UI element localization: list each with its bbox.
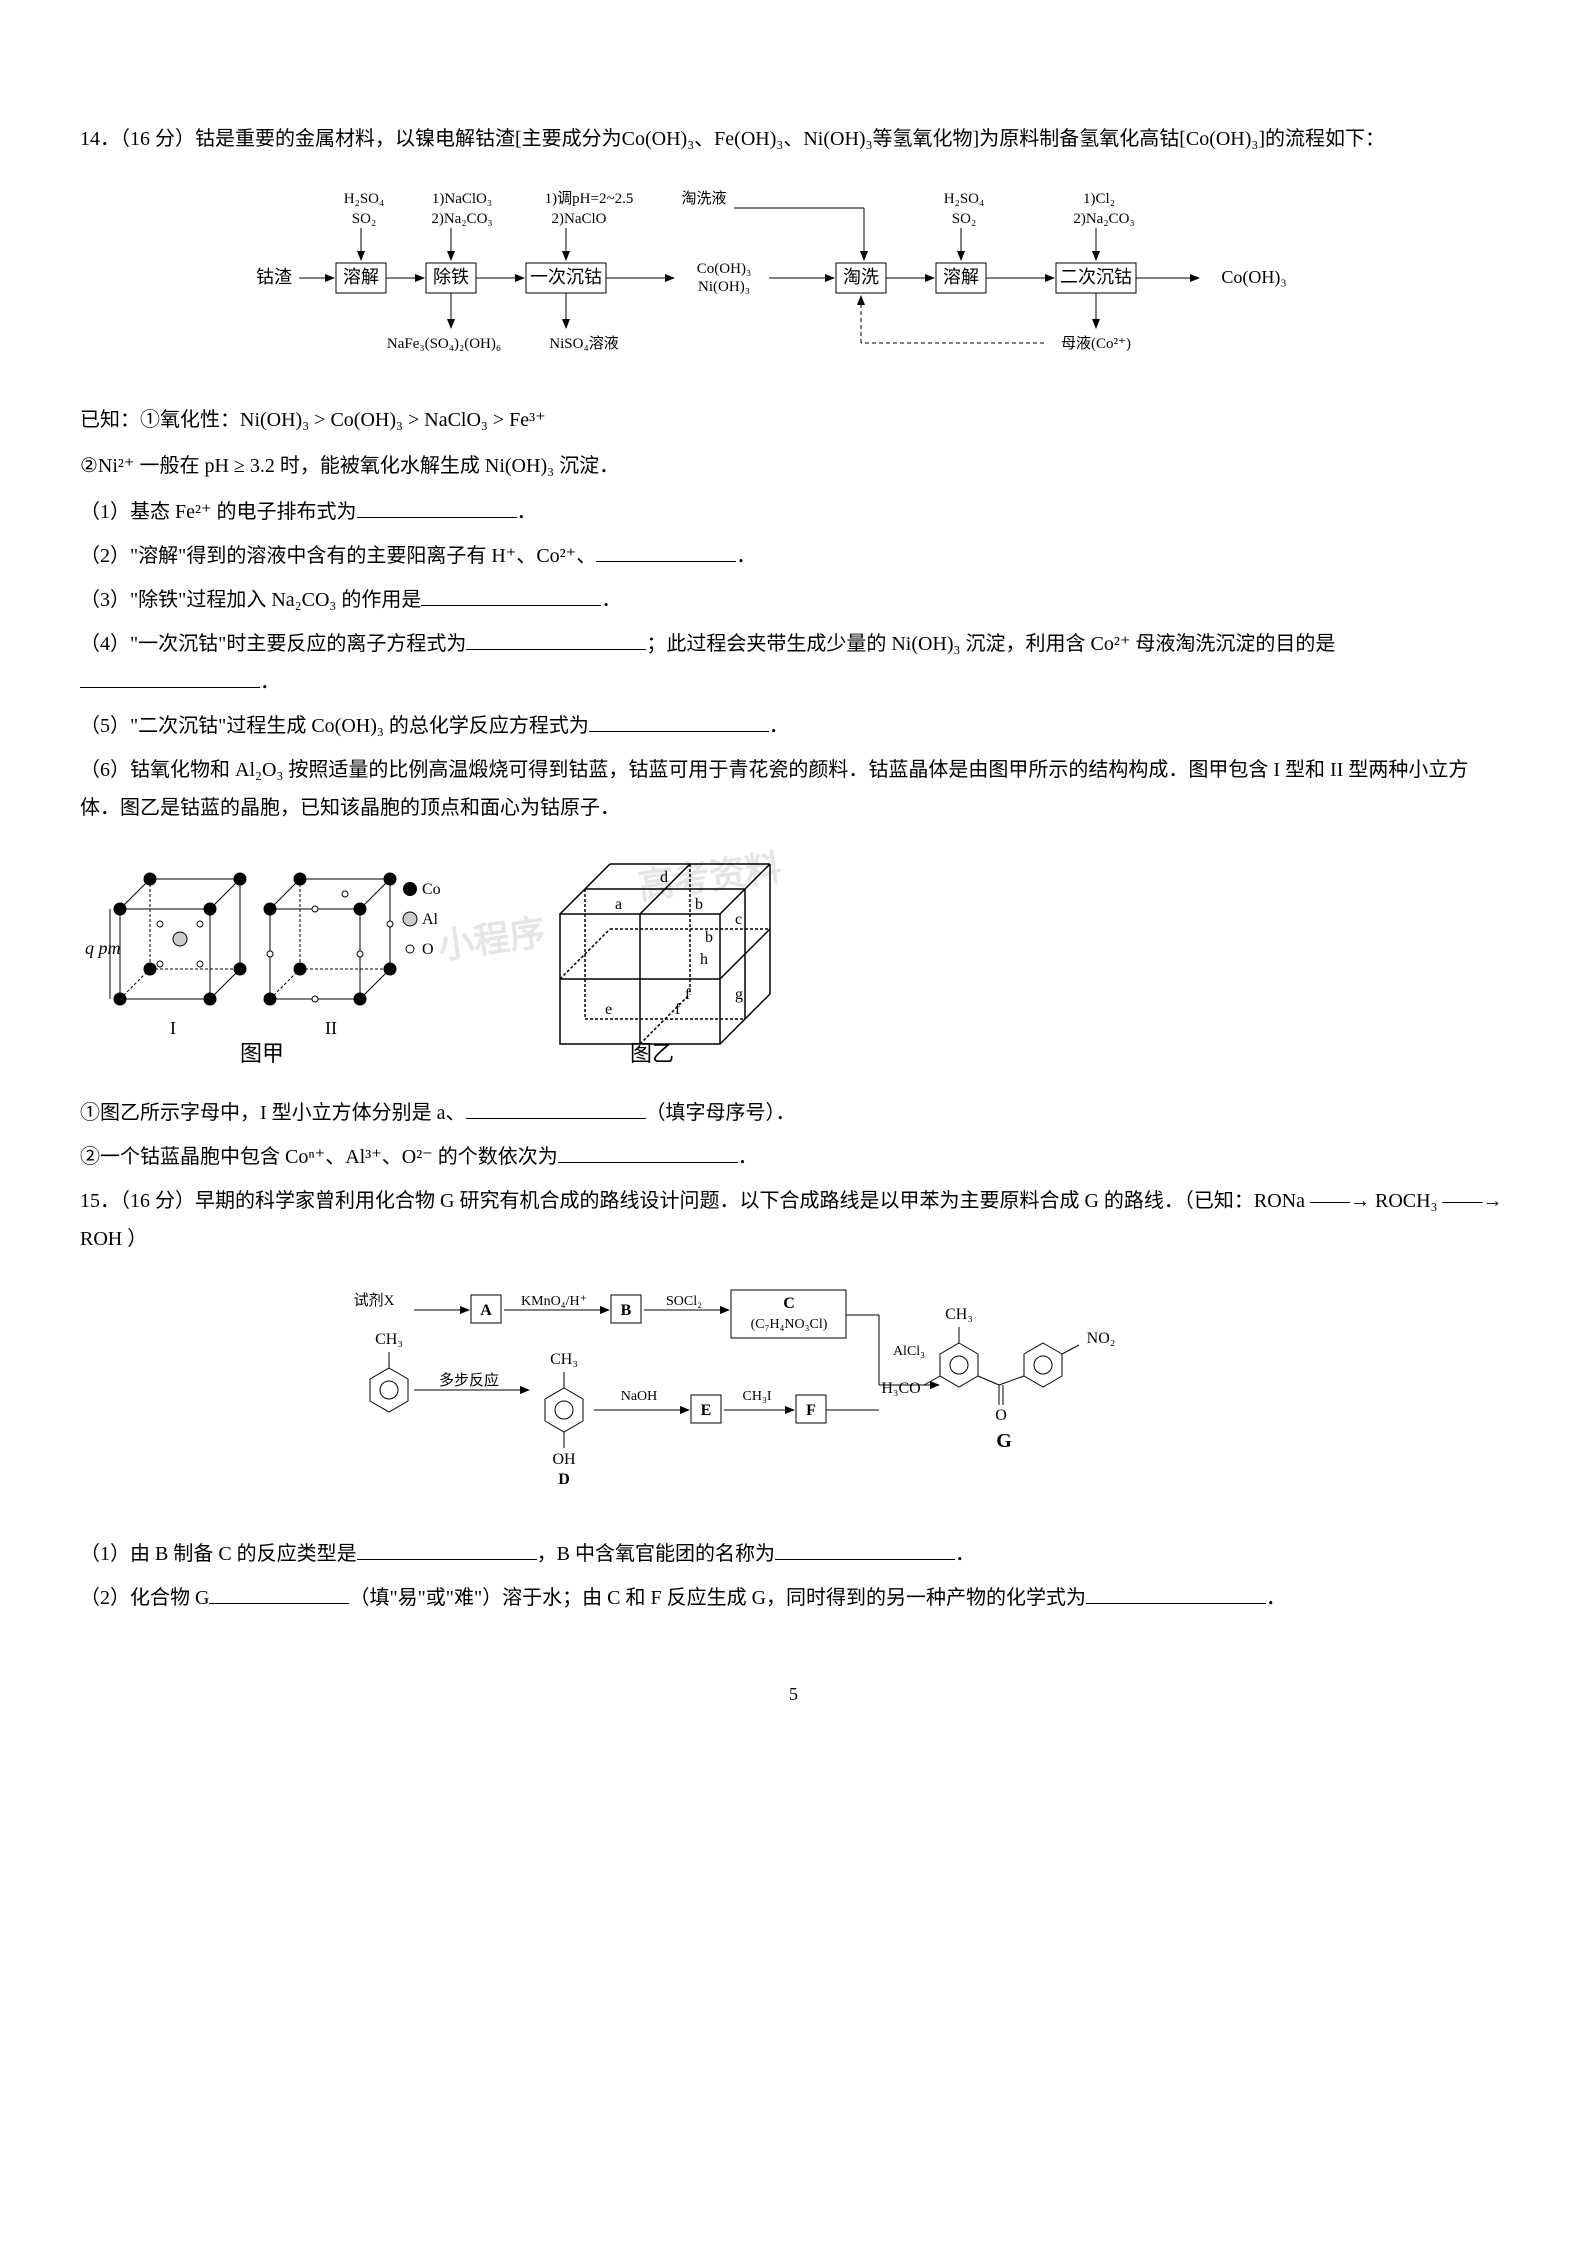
svg-text:试剂X: 试剂X <box>353 1292 394 1309</box>
svg-text:一次沉钴: 一次沉钴 <box>530 267 602 287</box>
svg-text:d: d <box>660 869 668 886</box>
svg-text:1)NaClO₃: 1)NaClO₃ <box>431 191 491 207</box>
q14-sq4: （4）"一次沉钴"时主要反应的离子方程式为；此过程会夹带生成少量的 Ni(OH)… <box>80 625 1507 701</box>
svg-text:二次沉钴: 二次沉钴 <box>1060 267 1132 287</box>
svg-text:Al: Al <box>422 911 439 928</box>
svg-text:NO₂: NO₂ <box>1086 1330 1115 1347</box>
svg-text:f: f <box>675 1001 681 1018</box>
svg-text:G: G <box>996 1430 1012 1452</box>
svg-text:Ni(OH)₃: Ni(OH)₃ <box>698 279 750 295</box>
svg-text:q pm: q pm <box>85 938 121 958</box>
svg-text:(C₇H₄NO₃Cl): (C₇H₄NO₃Cl) <box>750 1317 827 1332</box>
svg-text:AlCl₃: AlCl₃ <box>892 1344 924 1359</box>
svg-text:CH₃: CH₃ <box>375 1331 403 1348</box>
svg-text:1)Cl₂: 1)Cl₂ <box>1083 191 1115 207</box>
svg-text:1)调pH=2~2.5: 1)调pH=2~2.5 <box>544 190 633 207</box>
svg-text:Co: Co <box>422 881 441 898</box>
svg-text:SO₂: SO₂ <box>351 211 375 227</box>
svg-text:CH₃: CH₃ <box>945 1306 973 1323</box>
svg-text:a: a <box>615 896 622 913</box>
svg-text:CH₃: CH₃ <box>550 1351 578 1368</box>
svg-text:g: g <box>735 986 743 1003</box>
svg-text:2)Na₂CO₃: 2)Na₂CO₃ <box>1073 211 1134 227</box>
svg-text:OH: OH <box>552 1451 576 1468</box>
page-number: 5 <box>80 1677 1507 1711</box>
q14-crystal-figure: 高考资料 小程序 <box>80 839 1507 1082</box>
svg-text:C: C <box>783 1295 795 1312</box>
svg-text:f: f <box>685 986 691 1003</box>
svg-text:H₂SO₄: H₂SO₄ <box>343 191 383 207</box>
svg-text:c: c <box>735 911 742 928</box>
flow-start: 钴渣 <box>256 267 292 287</box>
svg-text:NaOH: NaOH <box>620 1389 657 1404</box>
svg-text:Co(OH)₃: Co(OH)₃ <box>696 261 750 277</box>
svg-text:D: D <box>558 1471 570 1488</box>
svg-text:E: E <box>700 1402 711 1419</box>
svg-text:图乙: 图乙 <box>630 1041 674 1066</box>
svg-text:O: O <box>995 1407 1007 1424</box>
q14-known-1: 已知：①氧化性：Ni(OH)₃ > Co(OH)₃ > NaClO₃ > Fe³… <box>80 401 1507 439</box>
q14-known-2: ②Ni²⁺ 一般在 pH ≥ 3.2 时，能被氧化水解生成 Ni(OH)₃ 沉淀… <box>80 447 1507 485</box>
svg-text:CH₃I: CH₃I <box>742 1389 771 1404</box>
svg-text:SO₂: SO₂ <box>951 211 975 227</box>
q15-sq1: （1）由 B 制备 C 的反应类型是，B 中含氧官能团的名称为． <box>80 1535 1507 1573</box>
svg-text:I: I <box>170 1018 176 1038</box>
svg-text:h: h <box>700 951 708 968</box>
svg-text:KMnO₄/H⁺: KMnO₄/H⁺ <box>521 1294 587 1309</box>
svg-text:NaFe₃(SO₄)₂(OH)₆: NaFe₃(SO₄)₂(OH)₆ <box>386 336 500 352</box>
q14-flow-diagram: 钴渣 溶解 H₂SO₄ SO₂ 除铁 1)NaClO₃ 2)Na₂CO₃ NaF… <box>80 168 1507 381</box>
svg-text:NiSO₄溶液: NiSO₄溶液 <box>549 335 618 352</box>
svg-text:高考资料: 高考资料 <box>636 847 784 907</box>
svg-text:淘洗液: 淘洗液 <box>681 190 726 207</box>
q14-sq3: （3）"除铁"过程加入 Na₂CO₃ 的作用是． <box>80 581 1507 619</box>
q14-header: 14．（16 分）钴是重要的金属材料，以镍电解钴渣[主要成分为Co(OH)₃、F… <box>80 120 1507 158</box>
svg-text:b: b <box>705 929 713 946</box>
svg-text:溶解: 溶解 <box>343 267 379 287</box>
svg-text:2)NaClO: 2)NaClO <box>551 211 606 227</box>
q14-sq6: （6）钴氧化物和 Al₂O₃ 按照适量的比例高温煅烧可得到钴蓝，钴蓝可用于青花瓷… <box>80 751 1507 827</box>
svg-text:A: A <box>480 1302 492 1319</box>
q14-sq1: （1）基态 Fe²⁺ 的电子排布式为． <box>80 493 1507 531</box>
q15-sq2: （2）化合物 G（填"易"或"难"）溶于水；由 C 和 F 反应生成 G，同时得… <box>80 1579 1507 1617</box>
svg-text:母液(Co²⁺): 母液(Co²⁺) <box>1061 335 1131 352</box>
svg-text:溶解: 溶解 <box>943 267 979 287</box>
q15-header: 15．（16 分）早期的科学家曾利用化合物 G 研究有机合成的路线设计问题．以下… <box>80 1182 1507 1258</box>
svg-text:H₃CO: H₃CO <box>881 1380 920 1397</box>
q15-synthesis-diagram: CH₃ 试剂X A KMnO₄/H⁺ B SOCl₂ C (C₇H₄NO₃Cl)… <box>80 1270 1507 1523</box>
svg-text:Co(OH)₃: Co(OH)₃ <box>1221 267 1286 288</box>
svg-text:小程序: 小程序 <box>436 912 549 967</box>
svg-text:e: e <box>605 1001 612 1018</box>
svg-text:b: b <box>695 896 703 913</box>
svg-text:H₂SO₄: H₂SO₄ <box>943 191 983 207</box>
q14-sq6-1: ①图乙所示字母中，I 型小立方体分别是 a、（填字母序号）． <box>80 1094 1507 1132</box>
svg-text:淘洗: 淘洗 <box>843 267 879 287</box>
q14-sq5: （5）"二次沉钴"过程生成 Co(OH)₃ 的总化学反应方程式为． <box>80 707 1507 745</box>
svg-text:2)Na₂CO₃: 2)Na₂CO₃ <box>431 211 492 227</box>
q14-sq6-2: ②一个钴蓝晶胞中包含 Coⁿ⁺、Al³⁺、O²⁻ 的个数依次为． <box>80 1138 1507 1176</box>
svg-text:F: F <box>806 1402 816 1419</box>
svg-text:O: O <box>422 941 434 958</box>
svg-text:B: B <box>620 1302 631 1319</box>
svg-text:SOCl₂: SOCl₂ <box>665 1294 701 1309</box>
svg-text:多步反应: 多步反应 <box>438 1371 498 1389</box>
svg-text:除铁: 除铁 <box>433 267 469 287</box>
svg-text:II: II <box>325 1018 337 1038</box>
q14-sq2: （2）"溶解"得到的溶液中含有的主要阳离子有 H⁺、Co²⁺、． <box>80 537 1507 575</box>
svg-text:图甲: 图甲 <box>240 1041 284 1066</box>
